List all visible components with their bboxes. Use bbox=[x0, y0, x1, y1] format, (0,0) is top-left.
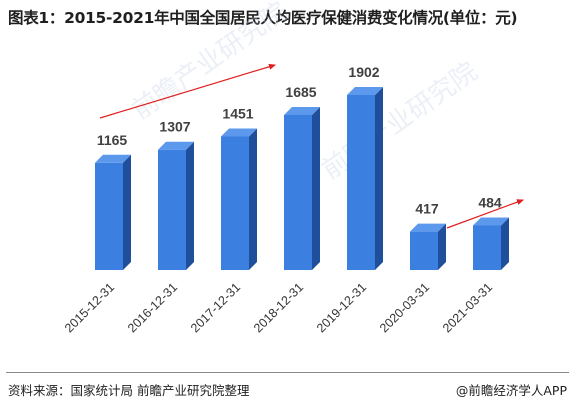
data-label: 1685 bbox=[285, 84, 316, 100]
chart-title: 图表1：2015-2021年中国全国居民人均医疗保健消费变化情况(单位：元) bbox=[8, 9, 518, 27]
footer: 资料来源：国家统计局 前瞻产业研究院整理 @前瞻经济学人APP bbox=[0, 372, 575, 408]
x-tick-label: 2021-03-31 bbox=[440, 280, 495, 335]
bar bbox=[284, 106, 320, 271]
data-label: 1165 bbox=[97, 132, 128, 148]
data-label: 1451 bbox=[222, 105, 253, 121]
bar-front bbox=[473, 225, 501, 270]
x-tick-label: 2019-12-31 bbox=[314, 280, 369, 335]
bar-side bbox=[249, 128, 257, 270]
bar-front bbox=[221, 136, 249, 270]
bar-side bbox=[501, 217, 509, 270]
source-note: 资料来源：国家统计局 前瞻产业研究院整理 bbox=[8, 383, 250, 398]
watermark-text: 前瞻产业研究院 bbox=[127, 0, 293, 126]
bar-top bbox=[410, 223, 446, 232]
x-tick-label: 2020-03-31 bbox=[377, 280, 432, 335]
x-tick-label: 2018-12-31 bbox=[251, 280, 306, 335]
trend-arrow bbox=[99, 63, 276, 119]
data-label: 484 bbox=[478, 194, 502, 210]
bar-top bbox=[347, 87, 383, 95]
bar-side bbox=[375, 87, 383, 270]
trend-arrows-group bbox=[99, 63, 524, 229]
bar-top bbox=[473, 217, 509, 226]
watermark-text: 前瞻产业研究院 bbox=[317, 57, 483, 186]
bar-top bbox=[95, 154, 131, 163]
bar-top bbox=[284, 106, 320, 115]
x-tick-labels-group: 2015-12-31 2016-12-31 2017-12-31 2018-12-31… bbox=[62, 280, 495, 335]
bar-side bbox=[312, 106, 320, 271]
footer-divider bbox=[6, 372, 569, 373]
bar-front bbox=[95, 162, 123, 270]
bar bbox=[158, 141, 194, 270]
bar-top bbox=[221, 128, 257, 137]
bar-front bbox=[284, 114, 312, 271]
bars-group bbox=[95, 87, 509, 271]
bar-front bbox=[158, 149, 186, 270]
bar bbox=[473, 217, 509, 270]
x-tick-label: 2015-12-31 bbox=[62, 280, 117, 335]
data-label: 417 bbox=[415, 201, 439, 217]
trend-arrow bbox=[446, 199, 524, 229]
bar-top bbox=[158, 141, 194, 150]
bar bbox=[347, 87, 383, 270]
x-tick-label: 2017-12-31 bbox=[188, 280, 243, 335]
data-label: 1307 bbox=[159, 119, 190, 135]
bar bbox=[95, 154, 131, 270]
bar bbox=[221, 128, 257, 270]
bar-side bbox=[123, 154, 131, 270]
bar-front bbox=[410, 231, 438, 270]
bar-side bbox=[186, 141, 194, 270]
bar bbox=[410, 223, 446, 270]
data-label: 1902 bbox=[348, 64, 379, 80]
credit-note: @前瞻经济学人APP bbox=[455, 383, 567, 398]
x-tick-label: 2016-12-31 bbox=[125, 280, 180, 335]
bar-chart: 前瞻产业研究院 前瞻产业研究院 1165 1307 1451 1685 1902 417 4… bbox=[62, 0, 524, 335]
bar-front bbox=[347, 95, 375, 270]
bar-side bbox=[438, 223, 446, 270]
data-labels-group: 1165 1307 1451 1685 1902 417 484 bbox=[97, 64, 502, 217]
